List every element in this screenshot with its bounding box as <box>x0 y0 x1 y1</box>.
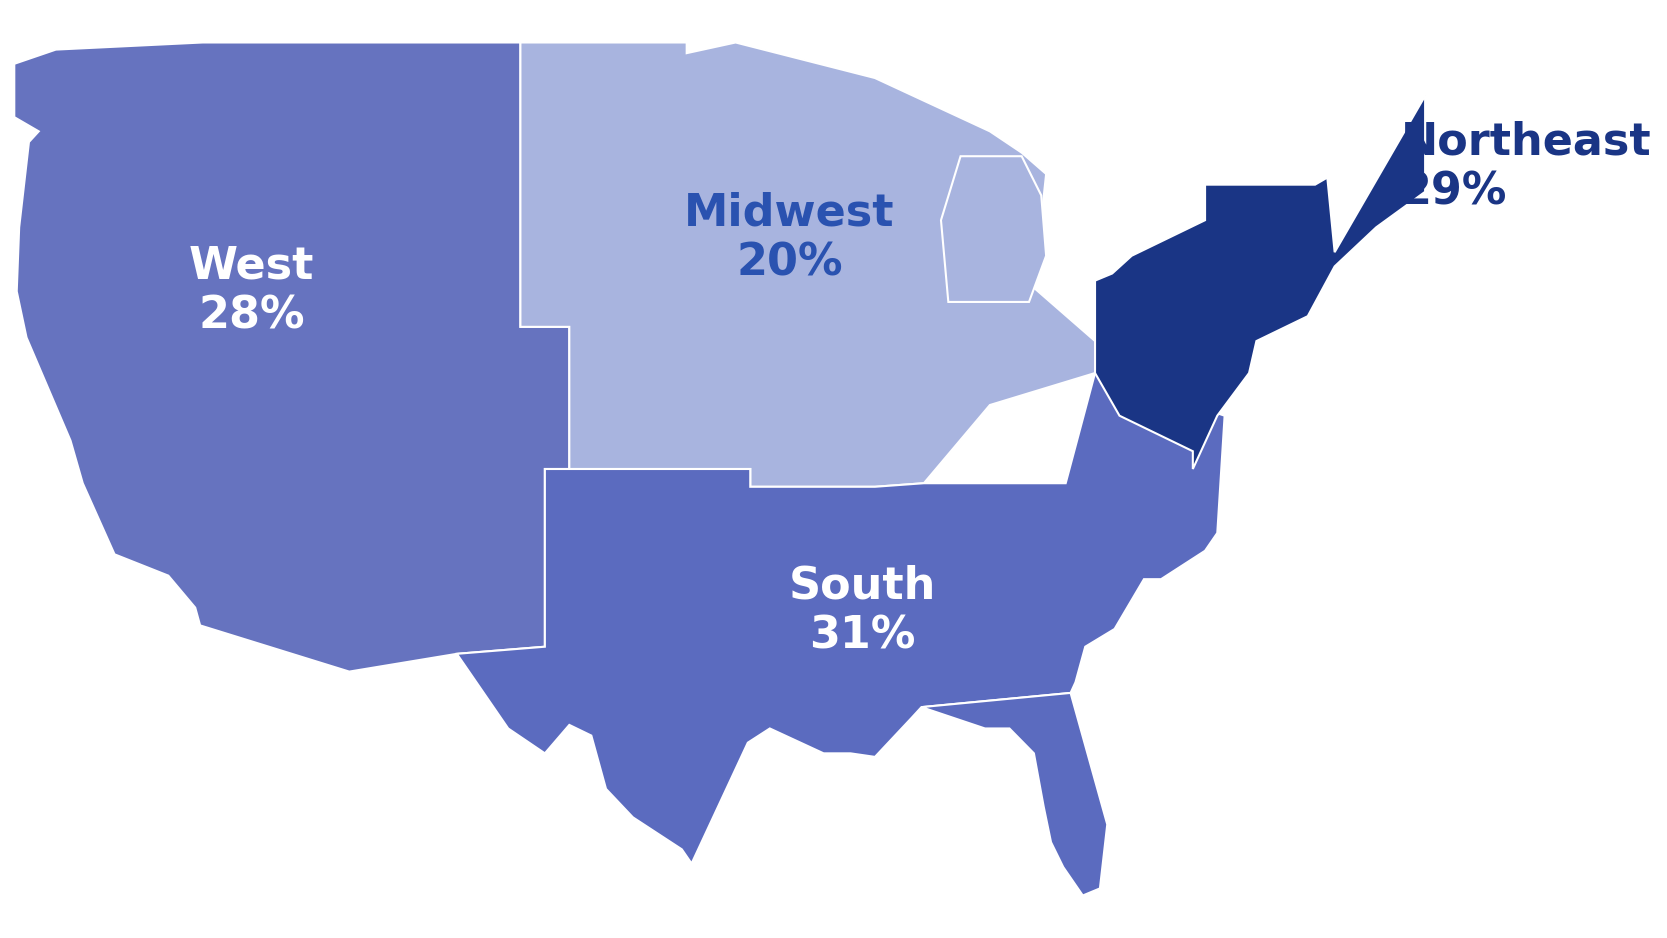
PathPatch shape <box>922 693 1107 896</box>
PathPatch shape <box>15 42 570 672</box>
PathPatch shape <box>520 42 1095 487</box>
Text: South
31%: South 31% <box>788 565 937 658</box>
Text: Midwest
20%: Midwest 20% <box>683 191 895 284</box>
PathPatch shape <box>940 157 1047 302</box>
PathPatch shape <box>1095 96 1425 469</box>
PathPatch shape <box>457 373 1225 864</box>
Text: Northeast
29%: Northeast 29% <box>1400 120 1652 213</box>
Text: West
28%: West 28% <box>188 245 313 338</box>
